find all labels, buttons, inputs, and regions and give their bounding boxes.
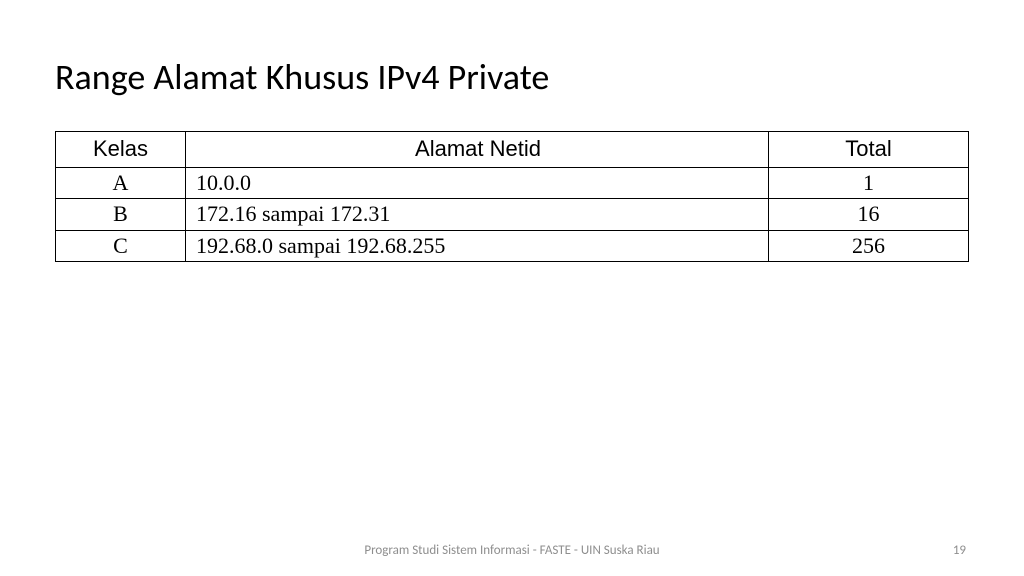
table-row: C 192.68.0 sampai 192.68.255 256 (56, 230, 969, 262)
cell-netid: 10.0.0 (186, 167, 769, 199)
table-header-row: Kelas Alamat Netid Total (56, 132, 969, 168)
cell-kelas: C (56, 230, 186, 262)
col-header-total: Total (769, 132, 969, 168)
cell-kelas: A (56, 167, 186, 199)
ip-range-table: Kelas Alamat Netid Total A 10.0.0 1 B 17… (55, 131, 969, 262)
table-row: A 10.0.0 1 (56, 167, 969, 199)
table-row: B 172.16 sampai 172.31 16 (56, 199, 969, 231)
cell-kelas: B (56, 199, 186, 231)
footer-text: Program Studi Sistem Informasi - FASTE -… (0, 543, 1024, 558)
cell-netid: 192.68.0 sampai 192.68.255 (186, 230, 769, 262)
cell-total: 256 (769, 230, 969, 262)
page-number: 19 (953, 543, 966, 558)
cell-netid: 172.16 sampai 172.31 (186, 199, 769, 231)
slide-container: Range Alamat Khusus IPv4 Private Kelas A… (0, 0, 1024, 576)
col-header-netid: Alamat Netid (186, 132, 769, 168)
page-title: Range Alamat Khusus IPv4 Private (55, 55, 969, 99)
cell-total: 16 (769, 199, 969, 231)
col-header-kelas: Kelas (56, 132, 186, 168)
cell-total: 1 (769, 167, 969, 199)
